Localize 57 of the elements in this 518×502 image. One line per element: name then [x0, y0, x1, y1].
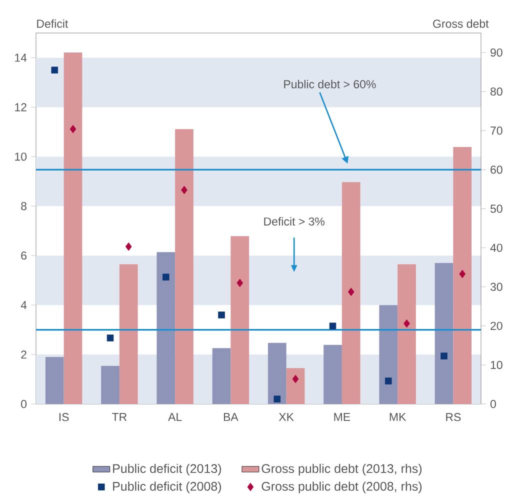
y2-tick-label: 80 — [490, 88, 502, 96]
y-tick-label: 14 — [15, 54, 27, 62]
point — [404, 319, 410, 328]
point — [51, 66, 58, 74]
point — [181, 186, 188, 194]
point — [292, 374, 299, 384]
bar — [324, 344, 342, 404]
x-tick-label: ME — [334, 413, 350, 421]
point — [348, 288, 354, 296]
y-tick-label: 0 — [21, 400, 27, 408]
bar — [64, 52, 82, 404]
x-tick-label: MK — [390, 413, 406, 421]
y2-tick-label: 90 — [490, 48, 502, 57]
y-tick-label: 4 — [20, 301, 27, 310]
x-tick-label: BA — [224, 413, 238, 421]
y2-tick-label: 50 — [490, 204, 502, 213]
point — [125, 242, 132, 251]
point — [385, 378, 392, 384]
y2-tick-label: 10 — [490, 360, 502, 370]
point — [236, 278, 244, 288]
point — [274, 396, 281, 402]
annotation: Public debt > 60% — [284, 80, 376, 88]
x-tick-label: AL — [168, 413, 182, 421]
point — [106, 334, 114, 342]
y2-tick-label: 30 — [490, 282, 502, 291]
x-tick-label: TR — [112, 413, 127, 421]
y-tick-label: 6 — [21, 252, 26, 260]
point — [459, 270, 466, 278]
point — [162, 274, 170, 281]
y2-tick-label: 0 — [490, 400, 496, 408]
y-axis-title: Deficit — [37, 19, 68, 28]
legend-label: Gross public debt (2008, rhs) — [262, 482, 422, 494]
bar — [119, 264, 138, 404]
point — [329, 322, 336, 330]
legend-label: Gross public debt (2013, rhs) — [262, 464, 422, 476]
point — [440, 352, 448, 360]
y2-tick-label: 70 — [490, 126, 502, 135]
legend-label: Public deficit (2013) — [113, 464, 222, 476]
y-tick-label: 10 — [15, 152, 27, 161]
y-tick-label: 12 — [15, 103, 26, 112]
point — [218, 312, 225, 318]
y2-axis-title: Gross debt — [433, 19, 489, 28]
y2-tick-label: 20 — [490, 322, 502, 330]
y-tick-label: 2 — [21, 350, 26, 359]
y2-tick-label: 60 — [490, 166, 502, 174]
bar — [230, 236, 250, 404]
annotation: Deficit > 3% — [264, 217, 325, 226]
bar — [45, 357, 64, 404]
bar — [101, 366, 120, 404]
y-tick-label: 8 — [21, 202, 26, 210]
y2-tick-label: 40 — [490, 244, 502, 252]
x-tick-label: RS — [446, 413, 461, 422]
x-tick-label: IS — [59, 413, 69, 422]
legend-label: Public deficit (2008) — [113, 482, 222, 494]
bar — [342, 182, 360, 404]
x-tick-label: XK — [278, 413, 294, 421]
point — [70, 124, 76, 134]
